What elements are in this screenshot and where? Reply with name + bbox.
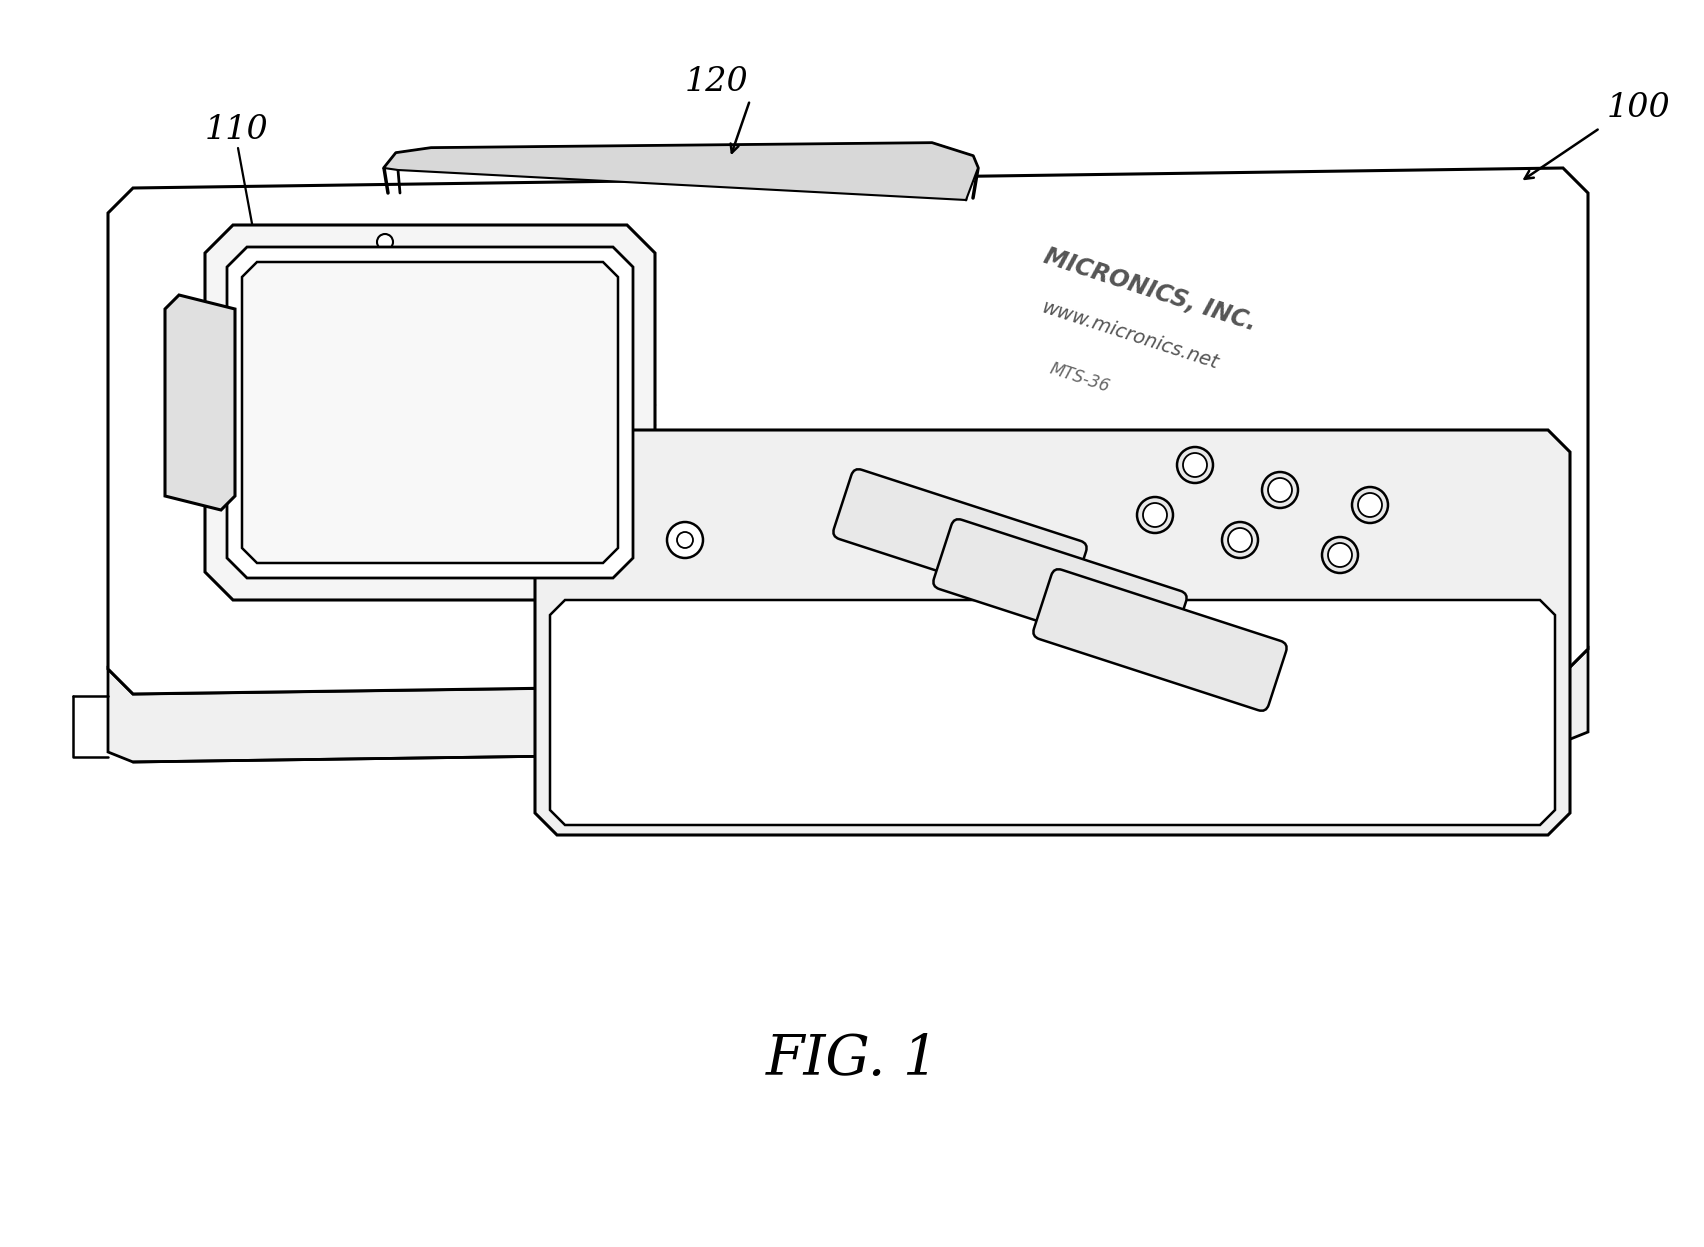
Circle shape	[1268, 478, 1292, 503]
Circle shape	[1010, 552, 1022, 565]
Circle shape	[678, 713, 722, 757]
Circle shape	[1005, 546, 1029, 571]
Circle shape	[1222, 522, 1258, 557]
FancyBboxPatch shape	[934, 519, 1186, 661]
Circle shape	[538, 496, 602, 560]
Circle shape	[1143, 503, 1167, 527]
Circle shape	[1212, 652, 1223, 665]
Text: 120: 120	[685, 66, 748, 99]
Circle shape	[1351, 488, 1389, 522]
Circle shape	[779, 768, 821, 812]
Circle shape	[1177, 446, 1213, 483]
Circle shape	[1137, 498, 1172, 532]
Circle shape	[1183, 453, 1206, 478]
Circle shape	[1205, 646, 1229, 671]
Circle shape	[1358, 493, 1382, 518]
FancyBboxPatch shape	[833, 469, 1087, 611]
Circle shape	[1111, 602, 1123, 615]
Circle shape	[685, 720, 716, 749]
FancyBboxPatch shape	[1033, 569, 1287, 711]
Circle shape	[377, 234, 394, 249]
Text: www.micronics.net: www.micronics.net	[1039, 297, 1220, 373]
Text: 100: 100	[1607, 92, 1670, 123]
Polygon shape	[227, 247, 632, 579]
Circle shape	[1229, 527, 1252, 552]
Polygon shape	[550, 600, 1556, 826]
Polygon shape	[165, 296, 235, 510]
Polygon shape	[204, 224, 654, 600]
Text: 110: 110	[204, 113, 269, 146]
Circle shape	[1106, 596, 1130, 621]
Polygon shape	[107, 648, 1588, 762]
Text: MICRONICS, INC.: MICRONICS, INC.	[1041, 244, 1259, 335]
Polygon shape	[535, 430, 1569, 835]
Polygon shape	[242, 262, 619, 562]
Text: FIG. 1: FIG. 1	[765, 1033, 939, 1087]
Text: MTS-36: MTS-36	[1048, 360, 1113, 397]
Circle shape	[552, 510, 588, 546]
Polygon shape	[383, 143, 978, 200]
Circle shape	[1322, 537, 1358, 574]
Circle shape	[666, 522, 704, 557]
Circle shape	[1327, 542, 1351, 567]
Polygon shape	[107, 168, 1588, 695]
Circle shape	[786, 774, 815, 806]
Circle shape	[1263, 473, 1298, 508]
